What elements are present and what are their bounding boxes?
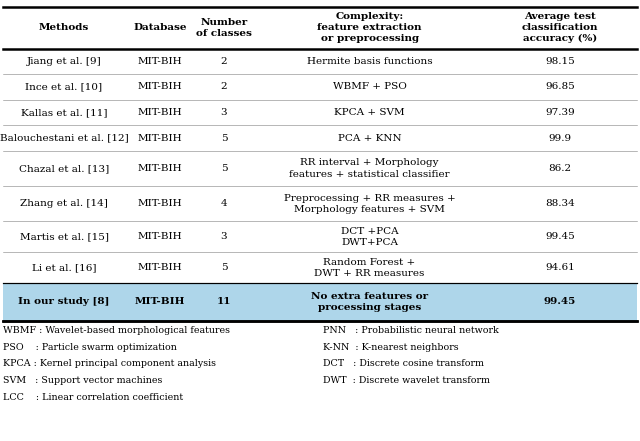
- Text: Balouchestani et al. [12]: Balouchestani et al. [12]: [0, 134, 129, 142]
- Text: KPCA + SVM: KPCA + SVM: [334, 108, 405, 117]
- Text: K-NN  : K-nearest neighbors: K-NN : K-nearest neighbors: [323, 343, 459, 351]
- Text: Martis et al. [15]: Martis et al. [15]: [19, 232, 109, 241]
- Text: Complexity:
feature extraction
or preprocessing: Complexity: feature extraction or prepro…: [317, 12, 422, 43]
- Text: MIT-BIH: MIT-BIH: [138, 134, 182, 142]
- Text: 99.45: 99.45: [544, 297, 576, 306]
- Text: Random Forest +
DWT + RR measures: Random Forest + DWT + RR measures: [314, 258, 425, 278]
- Text: Hermite basis functions: Hermite basis functions: [307, 57, 433, 66]
- Text: 97.39: 97.39: [545, 108, 575, 117]
- Text: 99.45: 99.45: [545, 232, 575, 241]
- Text: 94.61: 94.61: [545, 263, 575, 272]
- Text: 5: 5: [221, 164, 227, 173]
- Text: Database: Database: [133, 23, 187, 32]
- Text: PCA + KNN: PCA + KNN: [338, 134, 401, 142]
- Text: 11: 11: [217, 297, 231, 306]
- Text: Methods: Methods: [39, 23, 89, 32]
- Text: MIT-BIH: MIT-BIH: [138, 108, 182, 117]
- Text: 96.85: 96.85: [545, 82, 575, 91]
- Text: MIT-BIH: MIT-BIH: [138, 232, 182, 241]
- Text: MIT-BIH: MIT-BIH: [138, 263, 182, 272]
- Text: Preprocessing + RR measures +
Morphology features + SVM: Preprocessing + RR measures + Morphology…: [284, 194, 456, 214]
- Text: SVM   : Support vector machines: SVM : Support vector machines: [3, 376, 163, 385]
- Text: 86.2: 86.2: [548, 164, 572, 173]
- Text: In our study [8]: In our study [8]: [19, 297, 109, 306]
- Text: 3: 3: [221, 232, 227, 241]
- Text: MIT-BIH: MIT-BIH: [135, 297, 185, 306]
- Text: 99.9: 99.9: [548, 134, 572, 142]
- Text: MIT-BIH: MIT-BIH: [138, 164, 182, 173]
- Text: Zhang et al. [14]: Zhang et al. [14]: [20, 199, 108, 208]
- Text: KPCA : Kernel principal component analysis: KPCA : Kernel principal component analys…: [3, 359, 216, 368]
- Text: DCT   : Discrete cosine transform: DCT : Discrete cosine transform: [323, 359, 484, 368]
- Text: 5: 5: [221, 263, 227, 272]
- Text: 5: 5: [221, 134, 227, 142]
- Text: MIT-BIH: MIT-BIH: [138, 199, 182, 208]
- Text: DCT +PCA
DWT+PCA: DCT +PCA DWT+PCA: [340, 227, 399, 247]
- Text: 3: 3: [221, 108, 227, 117]
- Text: WBMF + PSO: WBMF + PSO: [333, 82, 406, 91]
- Text: RR interval + Morphology
features + statistical classifier: RR interval + Morphology features + stat…: [289, 158, 450, 179]
- Text: LCC    : Linear correlation coefficient: LCC : Linear correlation coefficient: [3, 393, 183, 402]
- Text: 98.15: 98.15: [545, 57, 575, 66]
- Text: DWT  : Discrete wavelet transform: DWT : Discrete wavelet transform: [323, 376, 490, 385]
- Text: 88.34: 88.34: [545, 199, 575, 208]
- Text: Ince et al. [10]: Ince et al. [10]: [26, 82, 102, 91]
- Text: Number
of classes: Number of classes: [196, 18, 252, 37]
- Text: MIT-BIH: MIT-BIH: [138, 82, 182, 91]
- Text: Kallas et al. [11]: Kallas et al. [11]: [20, 108, 108, 117]
- Text: 4: 4: [221, 199, 227, 208]
- Text: PNN   : Probabilistic neural network: PNN : Probabilistic neural network: [323, 326, 499, 335]
- Text: WBMF : Wavelet-based morphological features: WBMF : Wavelet-based morphological featu…: [3, 326, 230, 335]
- Text: 2: 2: [221, 82, 227, 91]
- Text: 2: 2: [221, 57, 227, 66]
- Text: PSO    : Particle swarm optimization: PSO : Particle swarm optimization: [3, 343, 177, 351]
- Text: Average test
classification
accuracy (%): Average test classification accuracy (%): [522, 12, 598, 43]
- Text: No extra features or
processing stages: No extra features or processing stages: [311, 292, 428, 312]
- Text: Chazal et al. [13]: Chazal et al. [13]: [19, 164, 109, 173]
- Bar: [3, 283, 637, 321]
- Text: Li et al. [16]: Li et al. [16]: [32, 263, 96, 272]
- Text: Jiang et al. [9]: Jiang et al. [9]: [27, 57, 101, 66]
- Text: MIT-BIH: MIT-BIH: [138, 57, 182, 66]
